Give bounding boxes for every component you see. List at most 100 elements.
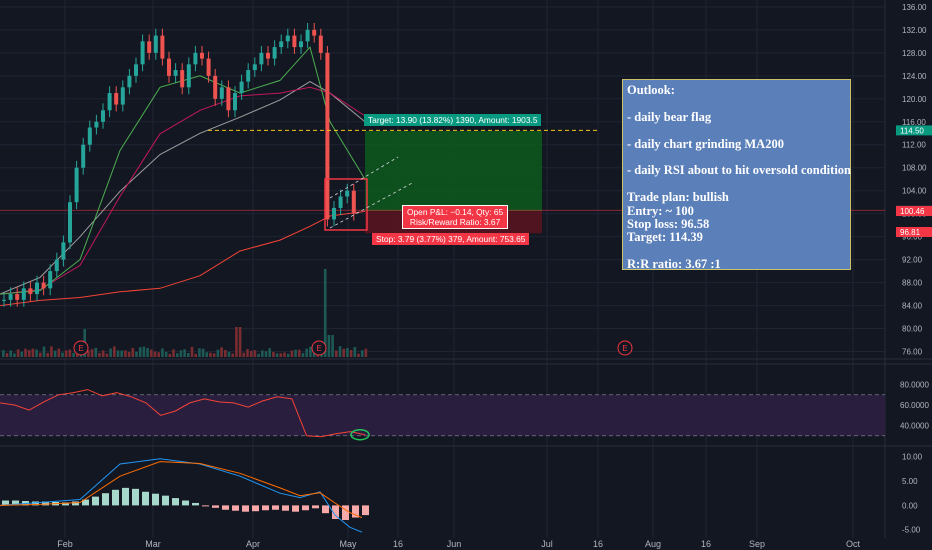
macd-histogram-bar: [172, 498, 179, 506]
macd-histogram-bar: [82, 499, 89, 506]
volume-bar: [20, 351, 24, 357]
volume-bar: [235, 327, 238, 357]
volume-bar: [68, 349, 72, 357]
volume-bar: [135, 351, 138, 357]
volume-bar: [39, 352, 42, 357]
volume-bar: [342, 348, 345, 357]
candle-body: [246, 70, 251, 82]
volume-bar: [9, 350, 12, 357]
price-tick: 84.00: [902, 302, 923, 311]
volume-bar: [131, 348, 135, 357]
volume-bar: [190, 346, 194, 357]
volume-bar: [161, 348, 164, 357]
candle-body: [259, 52, 264, 65]
price-tick: 80.00: [902, 325, 923, 334]
candle-body: [8, 294, 13, 300]
macd-histogram-bar: [122, 487, 129, 506]
earnings-marker: [73, 340, 89, 356]
macd-histogram-bar: [142, 491, 149, 506]
volume-bar: [113, 346, 116, 357]
price-tick: 104.00: [902, 187, 927, 196]
price-tick: 88.00: [902, 279, 923, 288]
macd-histogram-bar: [162, 495, 169, 506]
macd-histogram-bar: [362, 505, 369, 516]
volume-bar: [349, 349, 353, 357]
price-tag: [896, 206, 932, 217]
time-tick: Sep: [749, 539, 765, 549]
earnings-label: E: [316, 344, 321, 353]
macd-histogram-bar: [72, 501, 79, 506]
note-line: Entry: ~ 100: [627, 203, 694, 218]
time-tick: Apr: [246, 539, 260, 549]
volume-bar: [264, 351, 268, 357]
time-tick: 16: [701, 539, 711, 549]
candle-body: [279, 41, 284, 48]
ma-line: [0, 46, 366, 295]
price-tick: 116.00: [902, 118, 926, 127]
macd-histogram-bar: [352, 505, 359, 518]
price-tag-label: 114.50: [900, 126, 924, 135]
note-spacer: [627, 124, 850, 137]
macd-tick: -5.00: [902, 526, 921, 535]
price-tick: 92.00: [902, 256, 923, 265]
candle-body: [21, 288, 26, 300]
rsi-line: [0, 389, 366, 438]
time-tick: 16: [393, 539, 403, 549]
volume-bar: [179, 350, 183, 357]
candle-body: [345, 190, 350, 197]
macd-histogram-bar: [92, 496, 99, 506]
macd-tick: 0.00: [902, 501, 918, 510]
macd-histogram-bar: [152, 493, 159, 506]
volume-bar: [220, 347, 223, 357]
macd-histogram-bar: [132, 488, 139, 506]
macd-histogram-bar: [12, 500, 19, 506]
price-axis[interactable]: 76.0080.0084.0088.0092.0096.00100.00104.…: [896, 3, 932, 535]
candle-body: [318, 35, 323, 53]
note-spacer: [627, 178, 850, 191]
volume-bar: [27, 350, 31, 357]
candle-body: [325, 52, 330, 220]
macd-histogram-bar: [282, 505, 289, 511]
note-line: Stop loss: 96.58: [627, 217, 710, 231]
price-tag: [896, 227, 932, 238]
volume-bar: [187, 352, 190, 357]
earnings-marker: [311, 340, 327, 356]
stop-label[interactable]: Stop: 3.79 (3.77%) 379, Amount: 753.65: [372, 233, 530, 245]
flag-box: [324, 178, 368, 231]
candle-body: [160, 35, 165, 59]
candle-body: [127, 75, 132, 88]
time-axis[interactable]: Feb Mar Apr May 16 Jun Jul 16 Aug 16 Sep Oct: [57, 539, 860, 549]
time-tick: 16: [593, 539, 603, 549]
volume-bar: [290, 350, 294, 357]
drawings[interactable]: [208, 129, 598, 231]
macd-histogram-bar: [42, 501, 49, 506]
target-label[interactable]: Target: 13.90 (13.82%) 1390, Amount: 190…: [364, 114, 542, 126]
volume-bar: [257, 353, 260, 357]
earnings-label: E: [622, 344, 627, 353]
volume-bar: [353, 346, 357, 357]
volume-bar: [109, 348, 112, 357]
ma-line: [0, 210, 366, 307]
volume-bar: [46, 353, 49, 357]
candle-body: [285, 35, 290, 42]
volume-bar: [124, 350, 127, 357]
open-pl-label[interactable]: Open P&L: −0.14, Qty: 65 Risk/Reward Rat…: [402, 205, 509, 229]
candle-body: [272, 47, 277, 59]
note-line: Outlook:: [627, 83, 675, 97]
volume-bar: [172, 349, 175, 357]
volume-bar: [98, 352, 101, 357]
time-tick: Mar: [145, 539, 161, 549]
note-line: Trade plan: bullish: [627, 190, 729, 205]
candle-body: [206, 58, 211, 76]
volume-bar: [153, 351, 157, 357]
volume-bar: [138, 347, 142, 357]
candle-body: [101, 110, 105, 122]
volume-bar: [224, 350, 227, 357]
volume-bar: [253, 350, 257, 357]
volume-bar: [301, 353, 305, 357]
macd-histogram-bar: [242, 505, 249, 512]
candle-body: [94, 121, 99, 128]
outlook-note[interactable]: Outlook: - daily bear flag - daily chart…: [622, 79, 851, 271]
volume-bar: [338, 346, 342, 357]
time-tick: May: [339, 539, 357, 549]
